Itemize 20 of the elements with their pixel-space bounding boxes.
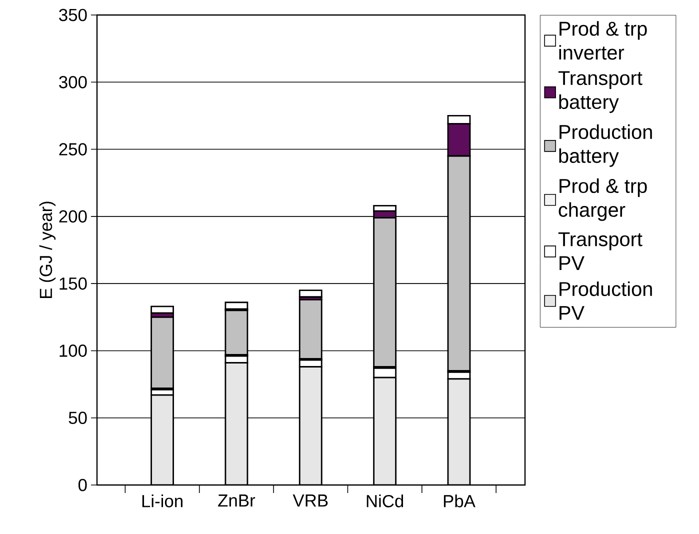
legend-label: Prod & trp inverter [559,21,647,60]
legend-label: Prod & trp charger [558,178,647,221]
x-tick-label: PbA [444,494,476,508]
y-tick-label: 300 [59,76,87,88]
y-tick-label: 350 [59,8,87,22]
x-tick-label: NiCd [366,494,404,508]
y-tick-label: 250 [59,143,87,156]
y-tick-label: 50 [68,412,87,424]
legend-label: Transport PV [558,232,642,270]
y-tick-label: 100 [60,344,87,357]
legend-label: Production PV [560,281,652,320]
y-tick-label: 150 [60,277,87,290]
y-axis-title: E (GJ / year) [39,202,56,298]
y-tick-label: 200 [59,210,87,223]
legend-label: Transport battery [558,71,642,113]
legend-label: Production battery [559,124,652,167]
y-tick-label: 0 [78,478,87,492]
x-tick-label: ZnBr [218,494,256,507]
x-tick-label: Li-ion [142,494,182,508]
x-tick-label: VRB [292,494,328,507]
